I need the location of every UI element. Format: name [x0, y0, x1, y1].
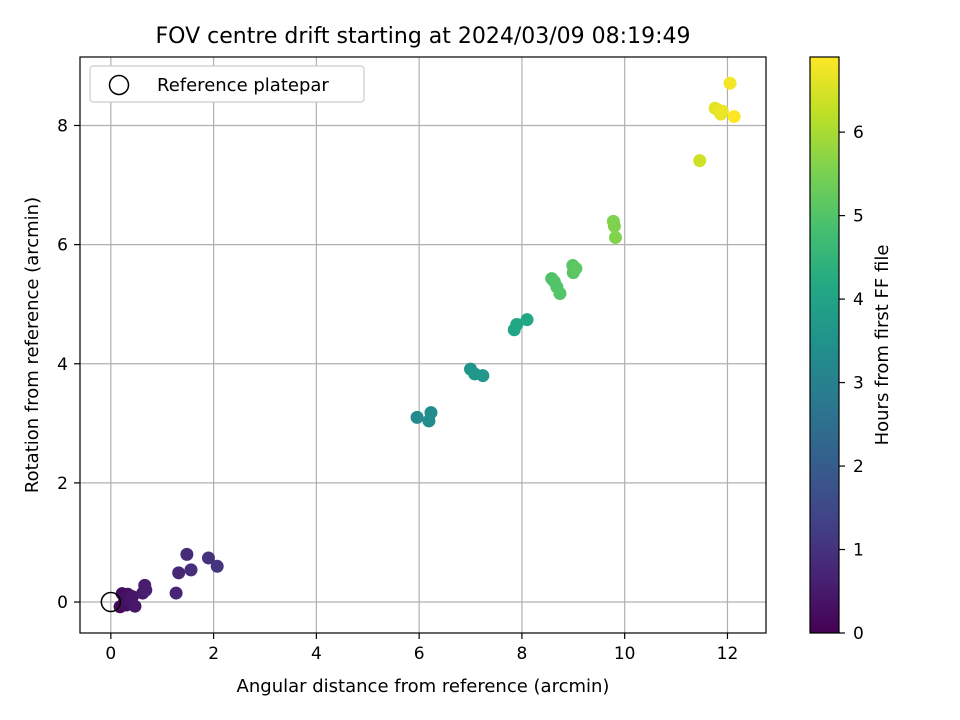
data-point	[553, 286, 567, 300]
x-axis-label: Angular distance from reference (arcmin)	[237, 676, 610, 697]
chart-title: FOV centre drift starting at 2024/03/09 …	[156, 24, 691, 49]
x-tick-label: 8	[517, 644, 528, 664]
x-tick-label: 4	[311, 644, 322, 664]
x-tick-label: 0	[105, 644, 116, 664]
colorbar-ticks: 0 1 2 3 4 5 6	[839, 123, 864, 644]
data-point	[510, 317, 524, 331]
colorbar-tick-label: 3	[853, 374, 864, 394]
colorbar-tick-label: 1	[853, 541, 864, 561]
data-point	[693, 154, 707, 168]
plot-frame	[79, 56, 767, 634]
colorbar	[809, 56, 840, 634]
reference-marker	[100, 591, 122, 613]
x-tick-label: 12	[717, 644, 739, 664]
colorbar-label: Hours from first FF file	[872, 245, 893, 446]
legend: Reference platepar	[89, 65, 365, 103]
data-point	[184, 563, 198, 577]
data-point	[727, 110, 741, 124]
y-axis-ticks: 0 2 4 6 8	[57, 117, 80, 613]
data-point	[715, 104, 729, 118]
data-point	[424, 406, 438, 420]
y-tick-label: 2	[57, 474, 68, 494]
grid	[80, 57, 766, 633]
legend-marker-icon	[108, 74, 130, 96]
y-tick-label: 0	[57, 593, 68, 613]
colorbar-tick-label: 2	[853, 457, 864, 477]
colorbar-tick-label: 6	[853, 123, 864, 143]
data-point	[172, 566, 186, 580]
data-point	[608, 230, 622, 244]
data-point	[723, 76, 737, 90]
data-points	[113, 76, 741, 614]
x-tick-label: 10	[614, 644, 636, 664]
x-tick-label: 2	[208, 644, 219, 664]
x-tick-label: 6	[414, 644, 425, 664]
colorbar-tick-label: 4	[853, 290, 864, 310]
colorbar-tick-label: 0	[853, 624, 864, 644]
data-point	[180, 547, 194, 561]
data-point	[201, 551, 215, 565]
y-tick-label: 4	[57, 355, 68, 375]
data-point	[520, 313, 534, 327]
data-point	[128, 599, 142, 613]
data-point	[476, 369, 490, 383]
legend-box	[89, 65, 365, 103]
data-point	[410, 410, 424, 424]
y-tick-label: 6	[57, 236, 68, 256]
data-point	[210, 559, 224, 573]
data-point	[139, 583, 153, 597]
data-point	[169, 586, 183, 600]
legend-entry: Reference platepar	[157, 75, 329, 96]
x-axis-ticks: 0 2 4 6 8 10 12	[105, 633, 738, 664]
data-point	[569, 261, 583, 275]
y-tick-label: 8	[57, 117, 68, 137]
y-axis-label: Rotation from reference (arcmin)	[22, 197, 43, 493]
data-point	[607, 219, 621, 233]
colorbar-tick-label: 5	[853, 207, 864, 227]
